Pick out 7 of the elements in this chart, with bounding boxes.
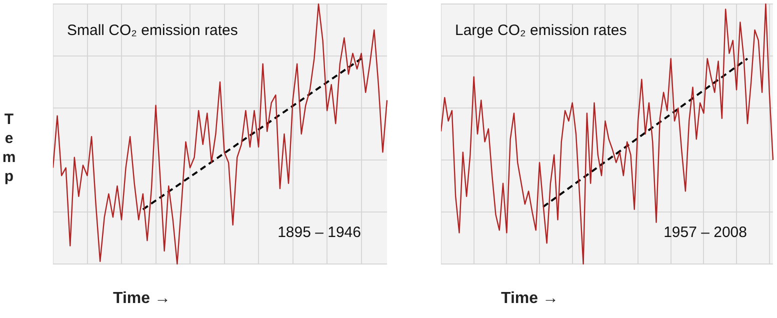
text: Large CO₂ emission rates — [455, 22, 627, 39]
annotation: 1895 – 1946 — [278, 224, 361, 241]
y-axis-title: Temp — [2, 110, 16, 186]
x-axis-title: Time → — [113, 290, 170, 308]
x-axis-title: Time → — [501, 290, 558, 308]
annotation: 1957 – 2008 — [664, 224, 747, 241]
text: Small CO₂ emission rates — [67, 22, 238, 39]
